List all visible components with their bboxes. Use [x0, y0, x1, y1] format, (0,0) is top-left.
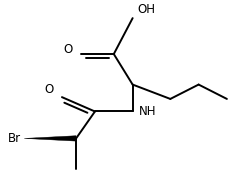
Text: Br: Br [8, 132, 21, 145]
Text: O: O [63, 43, 73, 56]
Text: O: O [44, 84, 54, 96]
Polygon shape [24, 136, 76, 141]
Text: NH: NH [139, 105, 156, 118]
Text: OH: OH [137, 3, 155, 16]
